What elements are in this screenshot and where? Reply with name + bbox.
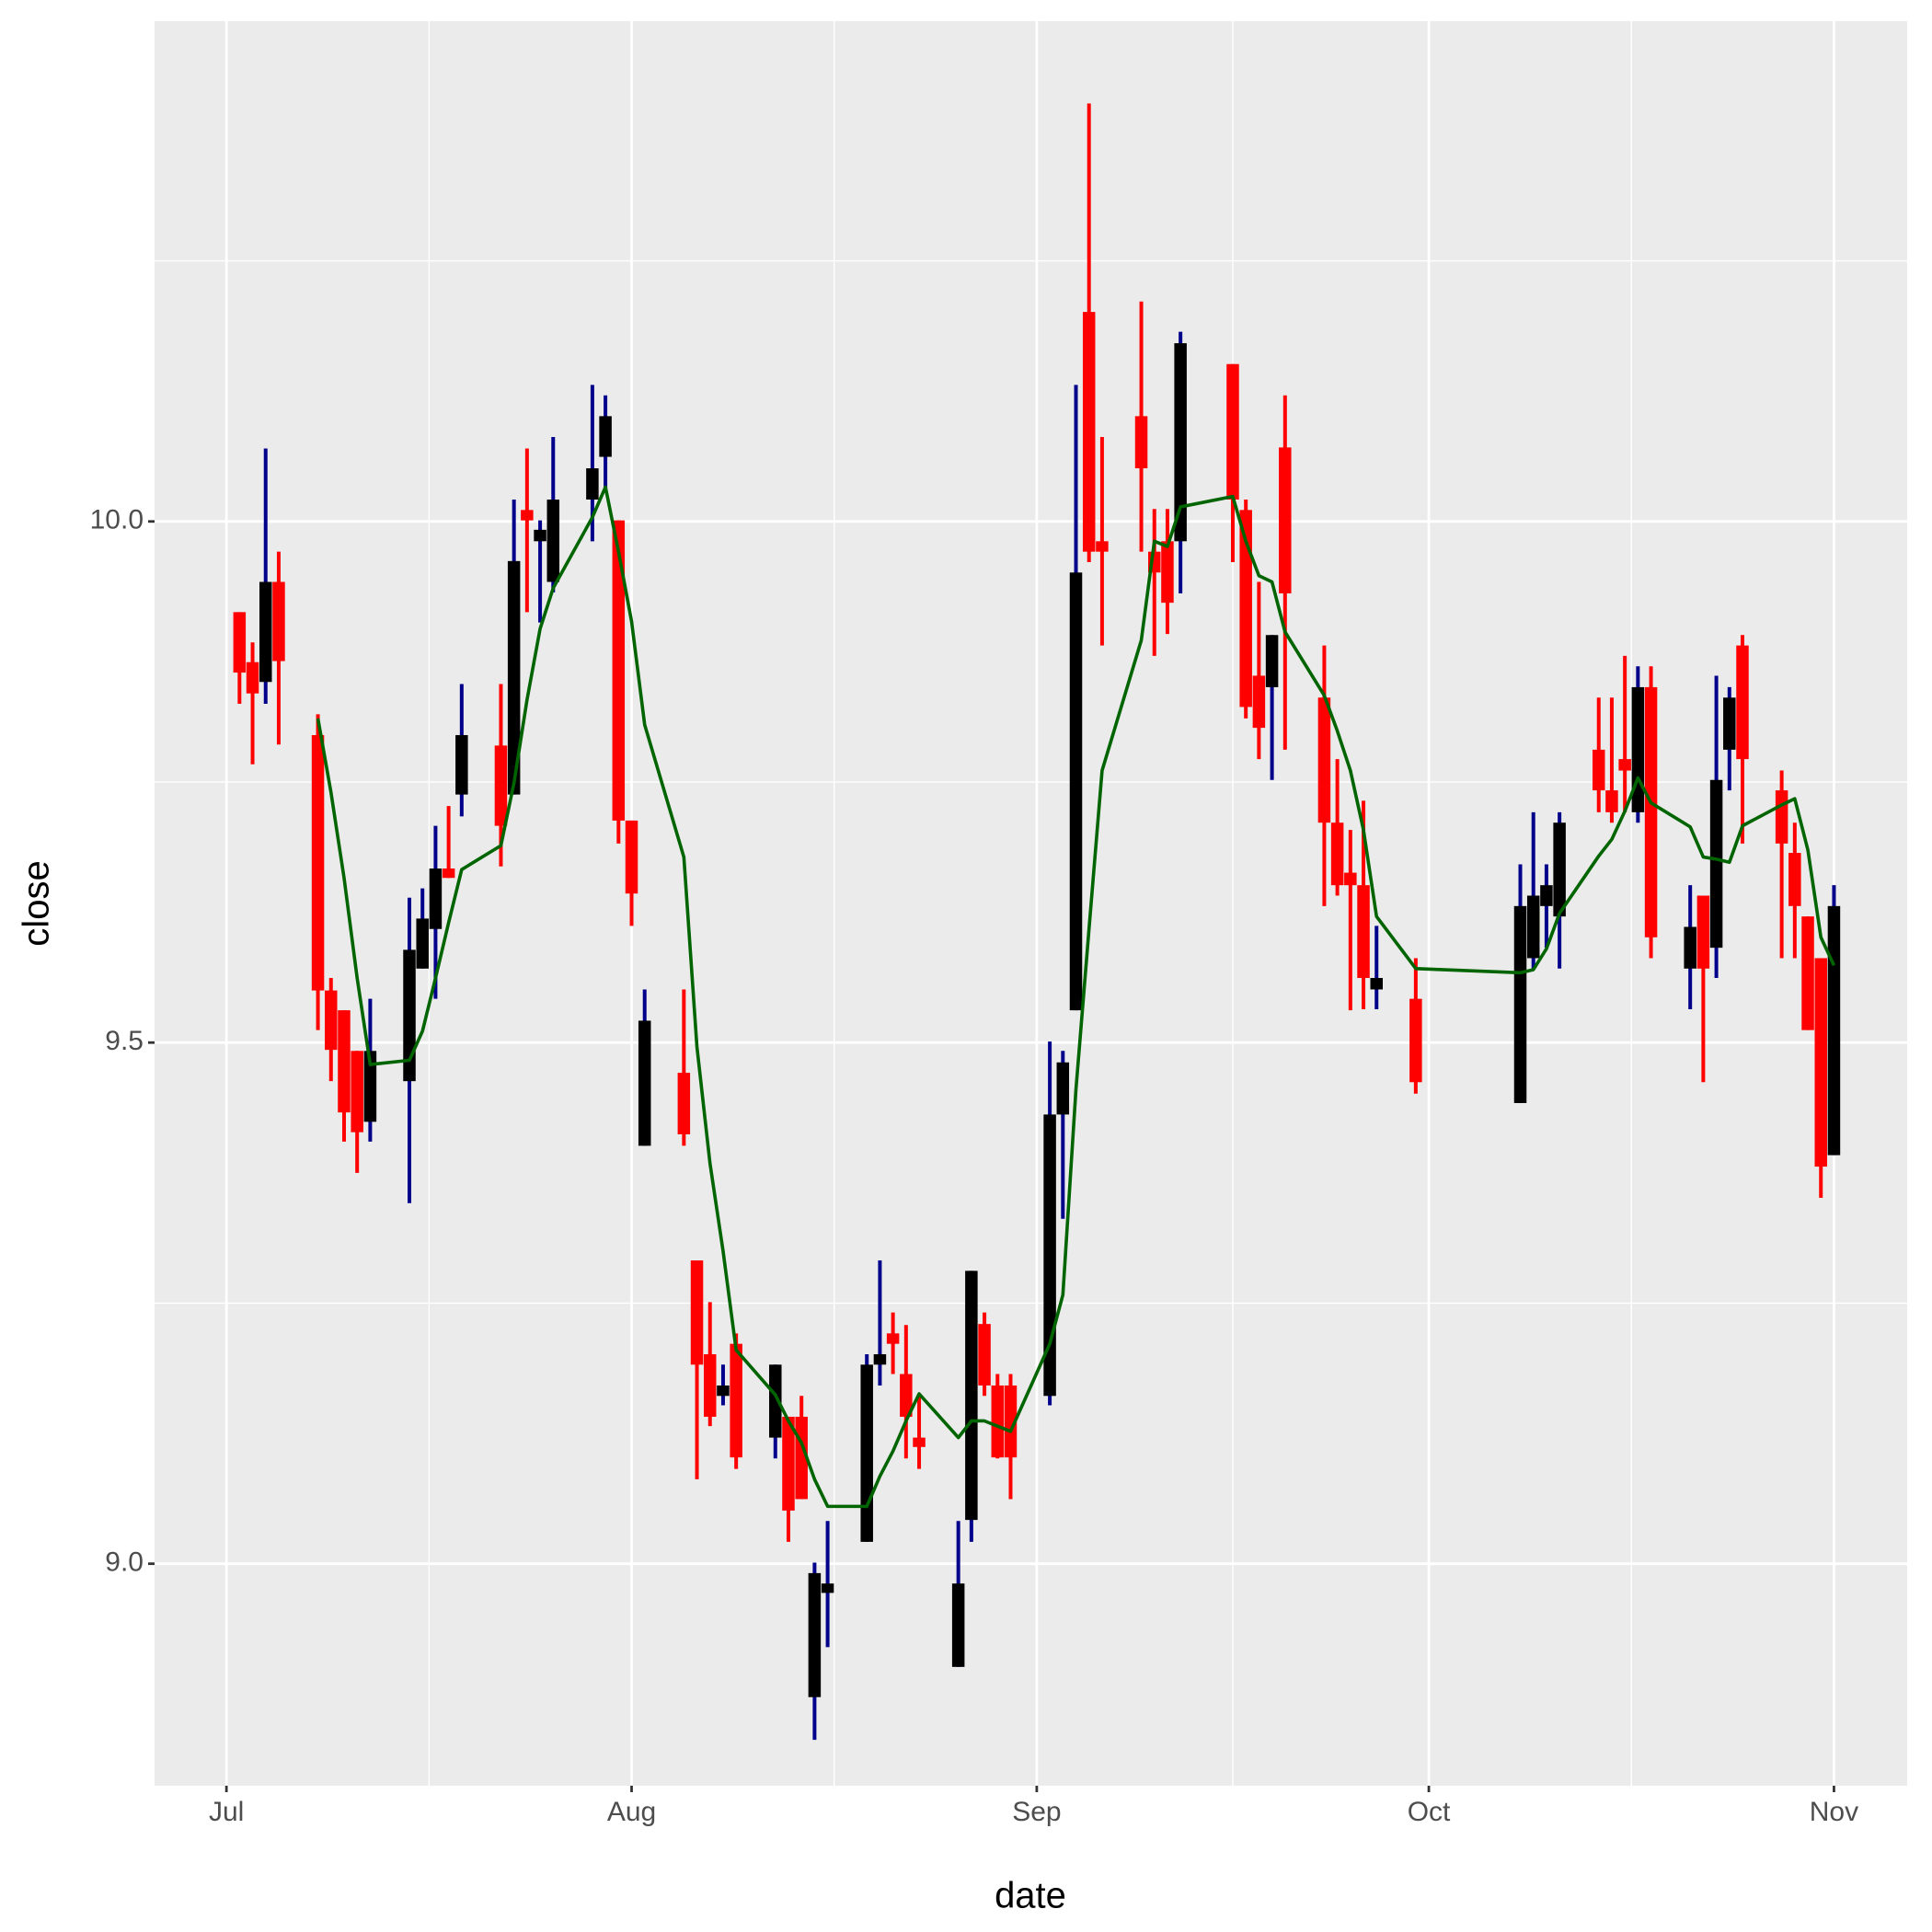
candle-body: [690, 1260, 704, 1365]
candle-body: [599, 416, 612, 457]
candle-body: [1801, 916, 1814, 1030]
candle-body: [1775, 790, 1788, 844]
candle-body: [913, 1437, 926, 1447]
candle-body: [808, 1572, 822, 1697]
marks: [233, 103, 1841, 1741]
candle-body: [638, 1020, 651, 1146]
candle-body: [1056, 1062, 1070, 1115]
x-tick-label: Sep: [1012, 1797, 1061, 1827]
candle-body: [703, 1353, 717, 1417]
candle-body: [1684, 926, 1696, 969]
candle-body: [978, 1324, 991, 1386]
candle-body: [717, 1385, 730, 1397]
candle-body: [873, 1353, 887, 1365]
candle-body: [534, 529, 546, 542]
candle-body: [507, 560, 521, 795]
candle-body: [965, 1271, 978, 1521]
candle-body: [900, 1374, 913, 1417]
candle-body: [612, 520, 626, 821]
candle-body: [429, 868, 443, 929]
candle-body: [782, 1416, 795, 1511]
candle-body: [442, 868, 455, 879]
candle-body: [1344, 872, 1357, 886]
candle-body: [494, 745, 508, 826]
candle-body: [1513, 905, 1527, 1103]
candle-body: [1592, 749, 1605, 791]
candle-body: [1605, 790, 1618, 812]
y-tick-label: 9.0: [105, 1547, 144, 1578]
candle-body: [351, 1051, 363, 1133]
grid: [155, 21, 1907, 1786]
candle-body: [1174, 343, 1187, 542]
sma-line: [316, 485, 1836, 1509]
candle-body: [677, 1073, 691, 1134]
candle-body: [1265, 635, 1279, 687]
candle-body: [625, 820, 638, 894]
candle-body: [1827, 905, 1841, 1156]
candle-body: [1409, 998, 1422, 1083]
candle-body: [951, 1583, 965, 1667]
candle-body: [259, 581, 272, 683]
y-tick-label: 10.0: [90, 505, 144, 535]
axes: 9.0 9.5 10.0 Jul Aug Sep Oct Nov: [90, 505, 1859, 1827]
candle-body: [1161, 541, 1174, 604]
candle-body: [821, 1583, 834, 1593]
candle-body: [860, 1364, 873, 1542]
candle-body: [730, 1343, 742, 1458]
candle-body: [769, 1364, 782, 1438]
y-tick-label: 9.5: [105, 1026, 144, 1056]
candle-body: [363, 1051, 377, 1122]
candle-body: [246, 661, 259, 694]
candle-body: [1279, 447, 1292, 593]
x-tick-label: Jul: [209, 1797, 244, 1827]
candle-body: [546, 500, 560, 582]
candle-body: [1618, 759, 1631, 771]
candle-body: [1004, 1385, 1018, 1458]
candle-body: [1631, 686, 1645, 812]
candle-body: [1317, 697, 1331, 823]
candle-body: [1252, 675, 1266, 729]
candle-body: [1526, 895, 1540, 959]
candle-body: [1239, 510, 1252, 707]
x-axis-title: date: [995, 1876, 1066, 1916]
candle-body: [1043, 1114, 1056, 1397]
candle-body: [1069, 572, 1083, 1011]
x-tick-label: Aug: [607, 1797, 656, 1827]
panel: [155, 21, 1907, 1786]
candle-body: [1644, 686, 1658, 937]
candle-body: [1788, 853, 1801, 906]
candle-body: [1134, 416, 1148, 469]
y-axis-title: close: [17, 860, 57, 946]
candle-body: [233, 612, 247, 673]
candle-body: [1357, 885, 1370, 979]
candle-body: [1723, 697, 1736, 750]
candle-body: [1709, 779, 1723, 949]
candle-body: [991, 1385, 1005, 1458]
x-tick-label: Oct: [1408, 1797, 1451, 1827]
candle-body: [586, 468, 599, 500]
candle-body: [1330, 822, 1344, 886]
candle-body: [403, 949, 416, 1082]
candle-body: [325, 990, 338, 1051]
candle-body: [311, 735, 325, 991]
candle-body: [521, 510, 534, 521]
candle-body: [416, 918, 429, 969]
candle-body: [1096, 541, 1109, 552]
candle-body: [338, 1010, 351, 1113]
candle-body: [1736, 645, 1749, 760]
candle-body: [455, 735, 468, 795]
candle-body: [1082, 312, 1096, 552]
candle-body: [886, 1333, 900, 1344]
candle-body: [1226, 363, 1239, 500]
x-tick-label: Nov: [1810, 1797, 1858, 1827]
candle-body: [1370, 978, 1383, 990]
candle-body: [1814, 958, 1827, 1167]
candle-body: [1696, 895, 1710, 969]
candle-body: [1553, 822, 1566, 917]
candle-body: [1540, 885, 1553, 906]
candle-body: [272, 581, 285, 661]
